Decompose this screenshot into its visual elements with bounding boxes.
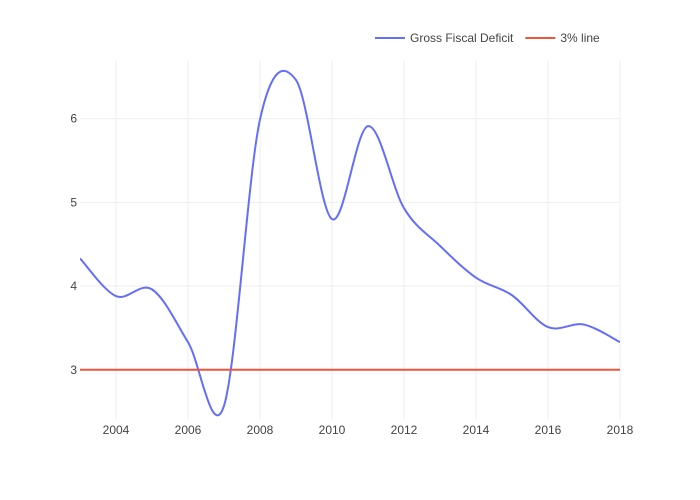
x-tick-label: 2004 [103,423,130,437]
y-tick-label: 5 [70,195,77,209]
legend-label: Gross Fiscal Deficit [410,31,514,45]
x-tick-label: 2012 [391,423,418,437]
legend-label: 3% line [560,31,600,45]
x-tick-label: 2018 [607,423,634,437]
x-tick-label: 2016 [535,423,562,437]
series-layer [80,70,620,417]
y-axis-tick-labels: 3 4 5 6 [70,112,77,377]
gridlines [80,60,621,420]
x-tick-label: 2010 [319,423,346,437]
x-tick-label: 2006 [175,423,202,437]
x-tick-label: 2008 [247,423,274,437]
y-tick-label: 3 [70,363,77,377]
x-tick-label: 2014 [463,423,490,437]
legend-item-0: Gross Fiscal Deficit [375,31,514,45]
legend-item-1: 3% line [525,31,600,45]
y-tick-label: 4 [70,279,77,293]
legend: Gross Fiscal Deficit 3% line [375,31,600,45]
x-axis-tick-labels: 2004 2006 2008 2010 2012 2014 2016 2018 [103,423,634,437]
y-tick-label: 6 [70,112,77,126]
series-line-0 [80,70,620,417]
